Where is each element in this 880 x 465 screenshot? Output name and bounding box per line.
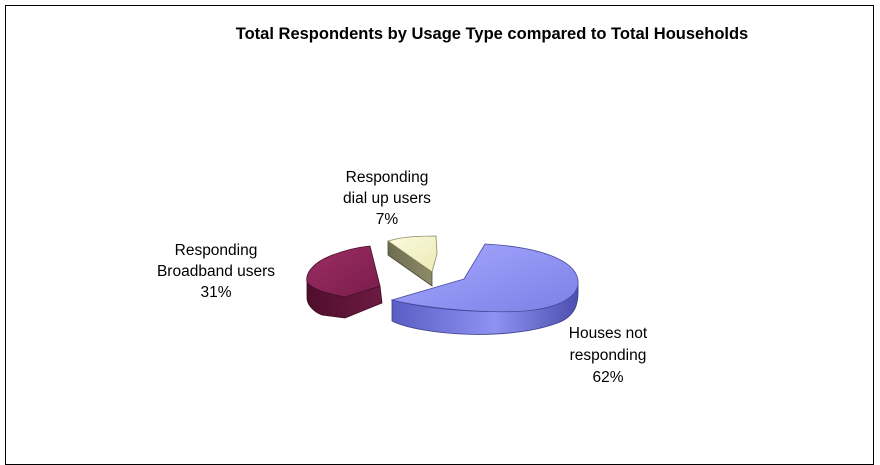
label-broadband-line2: Broadband users [157,263,275,280]
label-broadband-line1: Responding [175,242,258,259]
label-houses-value: 62% [592,369,623,386]
pie-slice-dial-up-users [387,235,438,287]
label-dial-up-line1: Responding [346,169,429,186]
label-houses-not-responding: Houses not responding 62% [569,325,648,386]
pie-slice-houses-not-responding [390,243,579,335]
label-broadband-value: 31% [200,284,231,301]
chart-frame [5,5,874,465]
label-houses-line1: Houses not [569,325,648,342]
chart-title: Total Respondents by Usage Type compared… [236,25,748,43]
label-dial-up-line2: dial up users [343,190,431,207]
pie-chart: Total Respondents by Usage Type compared… [157,25,748,386]
label-dial-up-value: 7% [376,211,399,228]
pie-slice-broadband-users [306,245,383,319]
label-dial-up-users: Responding dial up users 7% [343,169,431,228]
label-broadband-users: Responding Broadband users 31% [157,242,275,301]
label-houses-line2: responding [570,347,647,364]
